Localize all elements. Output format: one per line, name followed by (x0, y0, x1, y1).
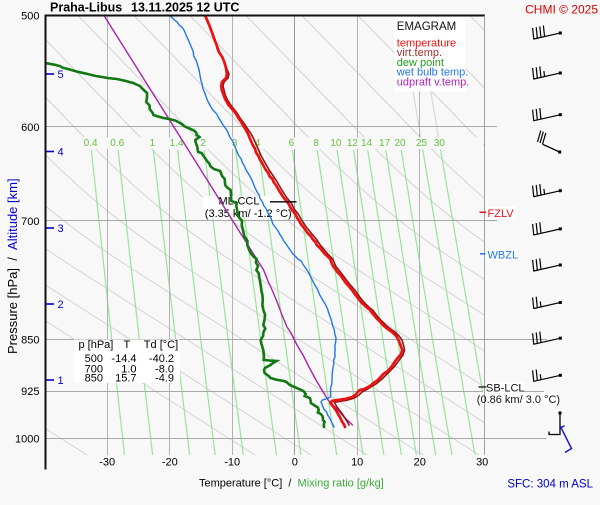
svg-text:SFC: 304 m ASL: SFC: 304 m ASL (507, 479, 593, 491)
svg-text:17: 17 (379, 138, 391, 149)
svg-text:virt.temp.: virt.temp. (397, 47, 442, 59)
svg-text:CHMI © 2025: CHMI © 2025 (525, 3, 598, 17)
svg-text:10: 10 (351, 457, 363, 469)
svg-text:(0.86 km/ 3.0 °C): (0.86 km/ 3.0 °C) (477, 394, 560, 406)
svg-text:-30: -30 (99, 457, 115, 469)
svg-text:FZLV: FZLV (488, 208, 515, 220)
svg-text:1: 1 (58, 375, 64, 387)
svg-text:wet bulb temp.: wet bulb temp. (396, 67, 469, 79)
svg-text:30: 30 (434, 138, 446, 149)
svg-text:850: 850 (21, 334, 39, 346)
svg-text:20: 20 (394, 138, 406, 149)
svg-text:-40.2: -40.2 (149, 353, 174, 365)
svg-text:15.7: 15.7 (115, 373, 136, 385)
svg-text:-4.9: -4.9 (155, 373, 174, 385)
svg-text:udpraft v.temp.: udpraft v.temp. (397, 76, 470, 88)
svg-text:ML-CCL: ML-CCL (219, 196, 260, 208)
svg-text:10: 10 (330, 138, 342, 149)
svg-text:2: 2 (58, 299, 64, 311)
svg-text:30: 30 (476, 457, 488, 469)
svg-text:Temperature [°C] / Mixing ra: Temperature [°C] / Mixing ratio [g/kg] (199, 478, 384, 490)
svg-text:4: 4 (255, 138, 261, 149)
svg-text:T: T (124, 339, 131, 351)
svg-text:SB-LCL: SB-LCL (486, 382, 525, 394)
svg-text:1.4: 1.4 (170, 138, 184, 149)
svg-text:p [hPa]: p [hPa] (79, 339, 114, 351)
svg-text:8: 8 (313, 138, 319, 149)
svg-text:-8.0: -8.0 (155, 364, 174, 376)
svg-text:850: 850 (85, 373, 103, 385)
svg-text:500: 500 (21, 11, 39, 23)
svg-text:20: 20 (414, 457, 426, 469)
svg-text:temperature: temperature (397, 38, 456, 50)
svg-text:700: 700 (21, 216, 39, 228)
svg-text:-14.4: -14.4 (111, 353, 136, 365)
svg-text:1.0: 1.0 (121, 364, 136, 376)
svg-text:600: 600 (21, 122, 39, 134)
svg-text:3: 3 (232, 138, 238, 149)
svg-text:WBZL: WBZL (488, 249, 519, 261)
svg-text:-20: -20 (162, 457, 178, 469)
svg-text:Pressure [hPa] / Altitude [k: Pressure [hPa] / Altitude [km] (5, 178, 20, 354)
svg-text:0.6: 0.6 (110, 138, 124, 149)
svg-text:5: 5 (58, 69, 64, 81)
svg-text:(3.35 km/ -1.2 °C): (3.35 km/ -1.2 °C) (205, 208, 292, 220)
svg-text:12: 12 (347, 138, 359, 149)
svg-text:13.11.2025 12 UTC: 13.11.2025 12 UTC (131, 1, 239, 15)
svg-text:700: 700 (85, 364, 103, 376)
svg-text:EMAGRAM: EMAGRAM (397, 21, 456, 33)
svg-text:6: 6 (289, 138, 295, 149)
svg-text:0.4: 0.4 (84, 138, 98, 149)
svg-text:1: 1 (150, 138, 156, 149)
svg-text:3: 3 (58, 223, 64, 235)
svg-text:0: 0 (292, 457, 298, 469)
svg-text:500: 500 (85, 353, 103, 365)
svg-text:dew point: dew point (397, 57, 444, 69)
svg-text:Praha-Libus: Praha-Libus (50, 1, 122, 15)
svg-text:925: 925 (21, 386, 39, 398)
svg-text:Td [°C]: Td [°C] (144, 339, 178, 351)
svg-text:1000: 1000 (15, 434, 39, 446)
svg-text:4: 4 (58, 147, 64, 159)
svg-text:2: 2 (200, 138, 206, 149)
svg-text:-10: -10 (224, 457, 240, 469)
svg-text:25: 25 (416, 138, 428, 149)
svg-text:14: 14 (361, 138, 373, 149)
